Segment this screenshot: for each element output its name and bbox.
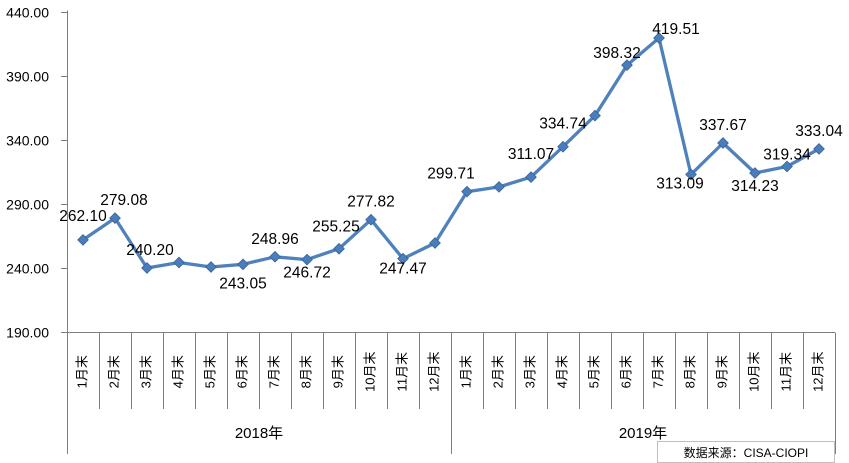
data-label: 248.96 <box>251 231 298 248</box>
data-label: 262.10 <box>59 208 107 225</box>
data-label: 279.08 <box>100 192 147 209</box>
month-label: 7月末 <box>650 355 665 388</box>
month-label: 12月末 <box>810 351 825 391</box>
data-label: 243.05 <box>219 275 266 292</box>
data-marker <box>365 213 377 226</box>
data-marker <box>269 250 281 263</box>
data-marker <box>525 171 537 183</box>
year-label: 2018年 <box>235 425 283 442</box>
data-marker <box>749 167 761 179</box>
data-label: 247.47 <box>379 261 426 278</box>
data-marker <box>333 242 345 255</box>
y-tick-label: 340.00 <box>6 133 49 149</box>
data-label: 311.07 <box>508 146 554 163</box>
data-marker <box>813 143 825 155</box>
data-label: 333.04 <box>795 123 843 140</box>
y-tick-label: 240.00 <box>6 261 49 277</box>
month-label: 9月末 <box>714 355 729 388</box>
data-marker <box>397 252 409 265</box>
data-marker <box>237 258 249 271</box>
data-label: 319.34 <box>763 146 811 163</box>
data-label: 313.09 <box>656 176 703 193</box>
data-label: 314.23 <box>731 178 778 195</box>
data-marker <box>141 262 153 274</box>
y-tick-label: 390.00 <box>6 69 49 85</box>
y-tick-label: 440.00 <box>6 5 49 21</box>
data-marker <box>429 237 441 249</box>
month-label: 11月末 <box>778 352 793 392</box>
data-label: 419.51 <box>652 21 699 38</box>
data-label: 240.20 <box>126 242 174 259</box>
data-marker <box>173 256 185 269</box>
month-label: 1月末 <box>74 355 89 388</box>
y-tick-label: 290.00 <box>6 197 49 213</box>
data-marker <box>77 234 89 246</box>
y-tick-label: 190.00 <box>6 325 49 341</box>
month-label: 7月末 <box>266 355 281 388</box>
data-marker <box>717 137 729 149</box>
data-label: 299.71 <box>427 166 474 183</box>
month-label: 8月末 <box>682 355 697 388</box>
month-label: 1月末 <box>458 355 473 388</box>
data-source-box: 数据来源：CISA-CIOPI <box>657 441 835 463</box>
data-marker <box>461 185 473 198</box>
data-marker <box>205 261 217 273</box>
month-label: 12月末 <box>426 351 441 391</box>
series-polyline <box>81 36 821 270</box>
month-label: 5月末 <box>202 355 217 388</box>
data-label: 246.72 <box>283 265 330 282</box>
data-marker <box>301 253 313 266</box>
data-marker <box>621 59 633 72</box>
month-label: 6月末 <box>618 355 633 388</box>
month-label: 3月末 <box>138 355 153 388</box>
data-marker <box>589 109 601 122</box>
month-label: 6月末 <box>234 355 249 388</box>
data-marker <box>109 212 121 224</box>
month-label: 3月末 <box>522 355 537 388</box>
month-label: 10月末 <box>362 351 377 391</box>
month-label: 9月末 <box>330 355 345 388</box>
data-source-label: 数据来源：CISA-CIOPI <box>683 445 809 460</box>
month-label: 10月末 <box>746 351 761 391</box>
data-marker <box>685 168 697 181</box>
month-label: 4月末 <box>554 355 569 388</box>
month-label: 11月末 <box>394 352 409 392</box>
data-marker <box>557 140 569 153</box>
data-label: 277.82 <box>347 194 394 211</box>
month-label: 5月末 <box>586 355 601 388</box>
data-marker <box>781 160 793 173</box>
data-label: 398.32 <box>593 45 640 62</box>
data-label: 255.25 <box>312 219 359 236</box>
month-label: 2月末 <box>106 355 121 388</box>
month-label: 4月末 <box>170 355 185 388</box>
data-marker <box>493 181 505 193</box>
month-label: 2月末 <box>490 355 505 388</box>
data-label: 337.67 <box>699 117 746 134</box>
data-marker <box>653 32 665 44</box>
data-label: 334.74 <box>539 116 587 133</box>
year-label: 2019年 <box>619 425 667 442</box>
month-label: 8月末 <box>298 355 313 388</box>
